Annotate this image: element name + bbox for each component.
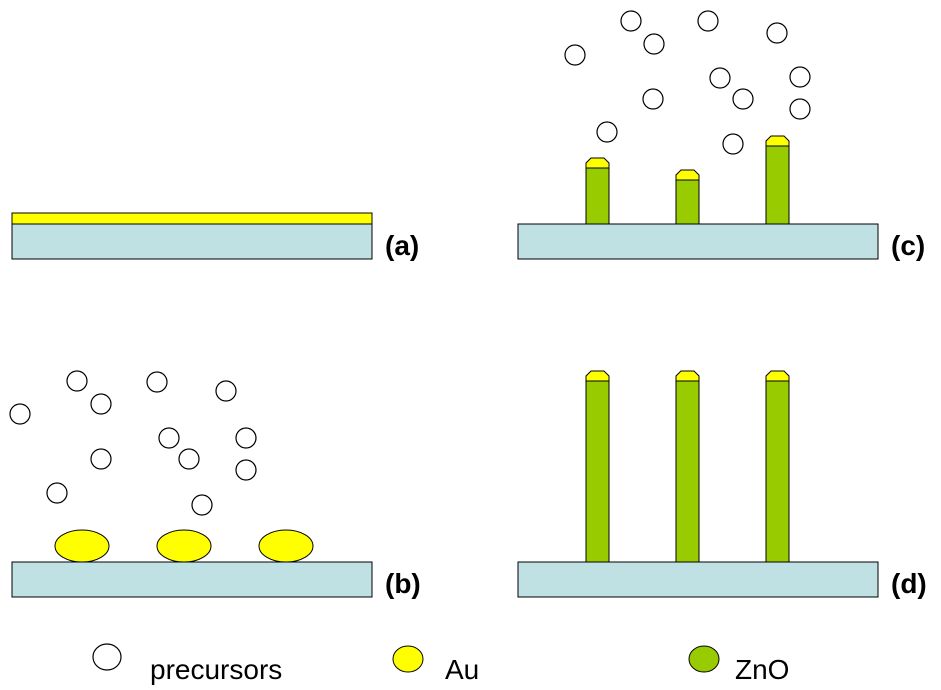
precursor: [698, 11, 718, 31]
precursor: [47, 483, 67, 503]
precursor: [643, 89, 663, 109]
precursor: [179, 449, 199, 469]
panel-label: (c): [891, 230, 925, 261]
legend-label: ZnO: [735, 654, 789, 685]
precursor: [790, 99, 810, 119]
precursor: [710, 68, 730, 88]
precursor: [159, 428, 179, 448]
legend-precursor: [93, 644, 121, 670]
au-droplet: [55, 530, 109, 562]
zno-rod: [676, 180, 699, 224]
zno-rod: [676, 381, 699, 562]
zno-rod: [586, 168, 609, 224]
precursor: [733, 89, 753, 109]
legend-label: precursors: [150, 654, 282, 685]
au-droplet: [259, 530, 313, 562]
precursor: [790, 67, 810, 87]
panel-label: (a): [385, 230, 419, 261]
au-cap: [766, 136, 789, 146]
au-droplet: [157, 530, 211, 562]
panel-label: (d): [891, 568, 927, 599]
au-cap: [586, 158, 609, 168]
au-cap: [586, 371, 609, 381]
substrate: [12, 562, 372, 597]
precursor: [723, 134, 743, 154]
substrate: [518, 224, 878, 259]
precursor: [767, 23, 787, 43]
zno-rod: [586, 381, 609, 562]
precursor: [10, 404, 30, 424]
diagram: (a) (b) (c) (d) precursors Au ZnO: [0, 0, 941, 690]
legend-zno: [689, 646, 719, 672]
precursor: [91, 449, 111, 469]
precursor: [565, 45, 585, 65]
precursor: [644, 34, 664, 54]
precursor: [621, 11, 641, 31]
precursor: [91, 394, 111, 414]
substrate: [12, 224, 372, 259]
substrate: [518, 562, 878, 597]
precursor: [192, 495, 212, 515]
legend-label: Au: [445, 654, 479, 685]
precursor: [67, 371, 87, 391]
precursor: [236, 460, 256, 480]
au-layer: [12, 213, 372, 224]
au-cap: [676, 371, 699, 381]
au-cap: [676, 170, 699, 180]
zno-rod: [766, 381, 789, 562]
precursor: [597, 122, 617, 142]
au-cap: [766, 371, 789, 381]
zno-rod: [766, 146, 789, 224]
legend-au: [393, 646, 423, 672]
precursor: [236, 428, 256, 448]
precursor: [147, 372, 167, 392]
panel-label: (b): [385, 568, 421, 599]
precursor: [216, 381, 236, 401]
